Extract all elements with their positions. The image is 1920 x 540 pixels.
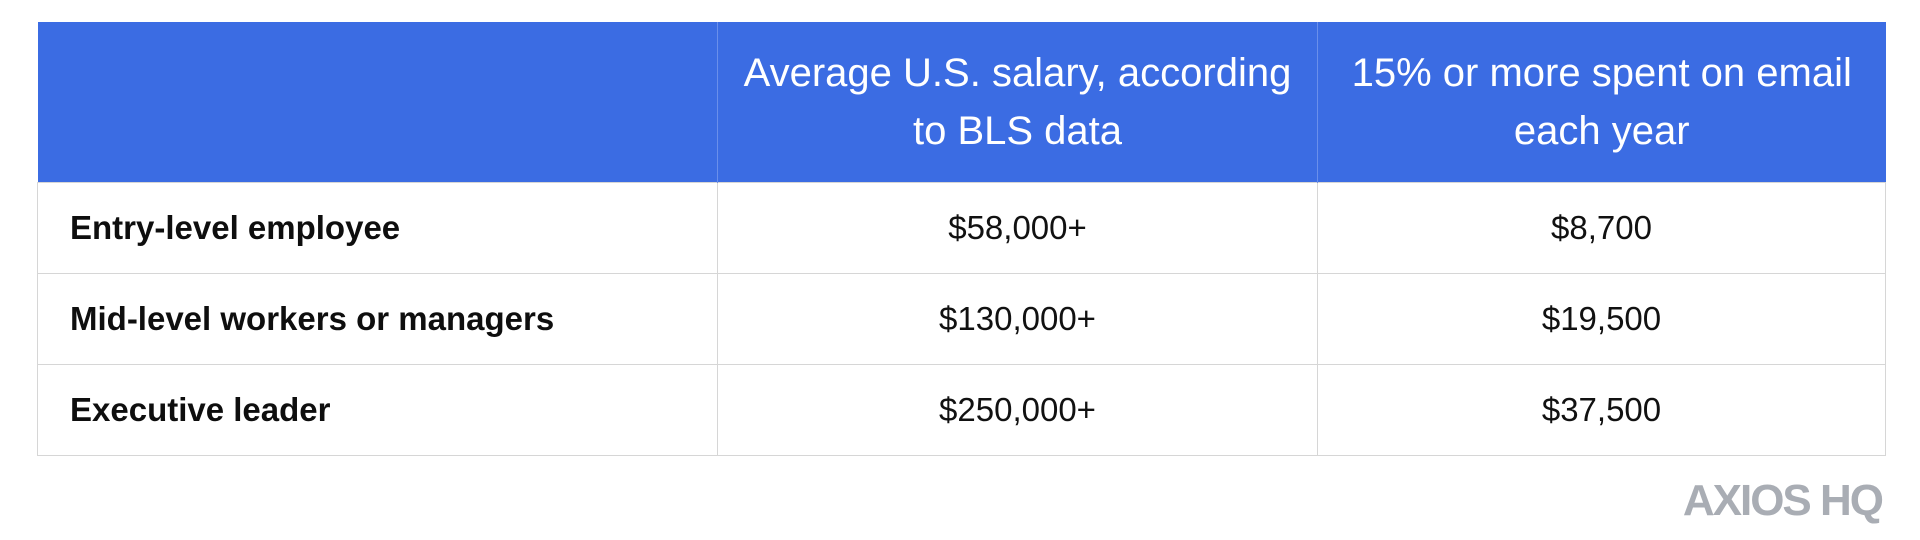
header-average-salary: Average U.S. salary, according to BLS da… [717, 22, 1318, 183]
salary-cell: $250,000+ [717, 364, 1318, 456]
header-empty-cell [37, 22, 718, 183]
email-cost-cell: $19,500 [1317, 273, 1886, 365]
axios-hq-logo: AXIOS HQ [1682, 476, 1884, 525]
table-row: Executive leader $250,000+ $37,500 [37, 364, 1886, 456]
salary-email-table: Average U.S. salary, according to BLS da… [37, 22, 1886, 456]
header-email-cost: 15% or more spent on email each year [1317, 22, 1886, 183]
row-label: Entry-level employee [37, 182, 718, 274]
row-label: Executive leader [37, 364, 718, 456]
table-header-row: Average U.S. salary, according to BLS da… [37, 22, 1886, 183]
table-row: Mid-level workers or managers $130,000+ … [37, 273, 1886, 365]
salary-cell: $130,000+ [717, 273, 1318, 365]
email-cost-cell: $8,700 [1317, 182, 1886, 274]
salary-cell: $58,000+ [717, 182, 1318, 274]
row-label: Mid-level workers or managers [37, 273, 718, 365]
table-row: Entry-level employee $58,000+ $8,700 [37, 182, 1886, 274]
email-cost-cell: $37,500 [1317, 364, 1886, 456]
